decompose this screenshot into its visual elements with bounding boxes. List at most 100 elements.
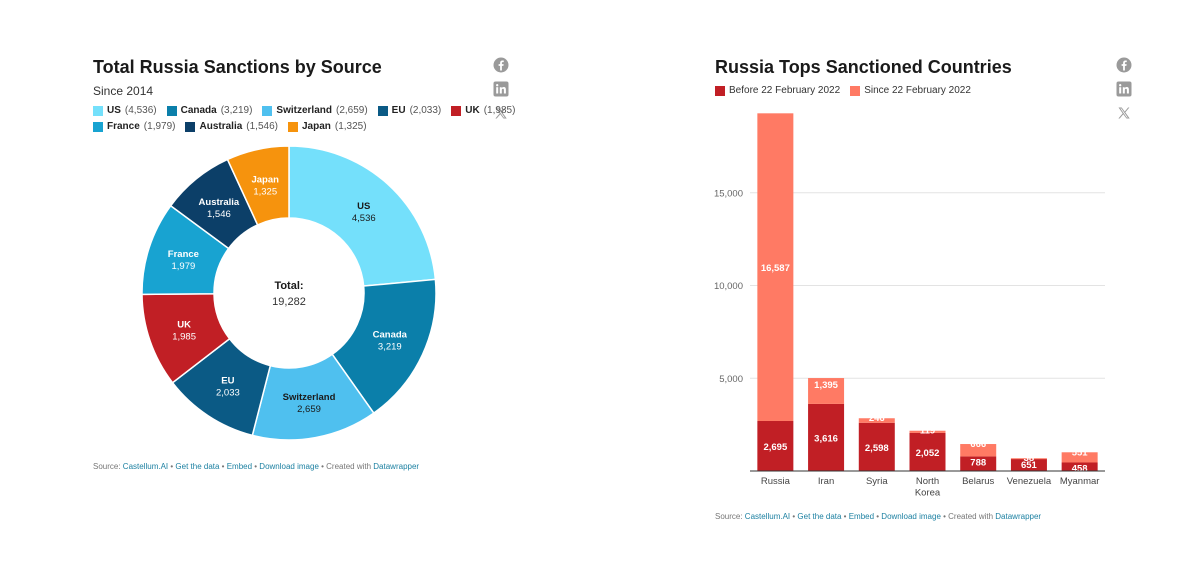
x-icon[interactable]	[493, 105, 509, 121]
x-category-label: Belarus	[962, 476, 994, 487]
slice-label: US	[357, 201, 370, 212]
donut-legend-row: US (4,536) Canada (3,219) Switzerland (2,659)…	[93, 103, 515, 119]
donut-slice-japan[interactable]	[226, 145, 290, 226]
bar-value-label: 666	[970, 439, 986, 450]
slice-value: 1,979	[171, 261, 195, 272]
bar-segment-syria-since[interactable]	[858, 418, 895, 423]
legend-label: Since 22 February 2022	[864, 85, 971, 96]
slice-label: UK	[177, 319, 191, 330]
legend-value: (4,536)	[124, 105, 157, 116]
bar-segment-belarus-before[interactable]	[960, 456, 997, 471]
legend-swatch	[93, 122, 103, 132]
legend-item-australia: Australia (1,546)	[185, 119, 278, 135]
bar-segment-myanmar-since[interactable]	[1061, 452, 1098, 463]
slice-label: Japan	[251, 175, 279, 186]
slice-value: 2,033	[216, 388, 240, 399]
legend-swatch	[262, 106, 273, 116]
bar-value-label: 788	[970, 457, 986, 468]
bar-legend: Before 22 February 2022 Since 22 February…	[715, 83, 971, 99]
legend-swatch	[287, 122, 298, 132]
y-tick-label: 10,000	[714, 281, 743, 292]
donut-slice-us[interactable]	[288, 145, 437, 287]
embed-link[interactable]: Embed	[226, 462, 253, 471]
slice-value: 4,536	[352, 213, 376, 224]
facebook-icon[interactable]	[1116, 57, 1132, 73]
bar-value-label: 1,395	[814, 380, 838, 391]
legend-item-before-22-february-2022: Before 22 February 2022	[715, 83, 840, 99]
legend-item-uk: UK (1,985)	[451, 103, 515, 119]
linkedin-icon[interactable]	[493, 81, 509, 97]
bar-segment-myanmar-before[interactable]	[1061, 462, 1098, 471]
x-category-label: Russia	[761, 476, 791, 487]
legend-item-canada: Canada (3,219)	[166, 103, 252, 119]
legend-swatch	[166, 106, 177, 116]
legend-label: Canada	[180, 105, 217, 116]
slice-value: 1,985	[172, 331, 196, 342]
legend-value: (2,033)	[409, 105, 442, 116]
legend-item-switzerland: Switzerland (2,659)	[262, 103, 368, 119]
datawrapper-link[interactable]: Datawrapper	[995, 512, 1042, 521]
download-image-link[interactable]: Download image	[259, 462, 319, 471]
donut-total-value: 19,282	[272, 296, 306, 308]
legend-swatch	[93, 106, 103, 116]
bar-value-label: 651	[1021, 460, 1038, 471]
x-category-label: Syria	[866, 476, 888, 487]
legend-item-us: US (4,536)	[93, 103, 157, 119]
bar-segment-russia-before[interactable]	[757, 421, 794, 471]
bar-segment-syria-before[interactable]	[858, 422, 895, 471]
get-the-data-link[interactable]: Get the data	[175, 462, 220, 471]
facebook-icon[interactable]	[493, 57, 509, 73]
source-prefix: Source:	[715, 512, 745, 521]
source-link[interactable]: Castellum.AI	[122, 462, 169, 471]
source-prefix: Source:	[93, 462, 123, 471]
legend-value: (1,985)	[483, 105, 516, 116]
bar-value-label: 119	[920, 426, 935, 437]
bar-segment-belarus-since[interactable]	[960, 444, 997, 457]
bar-segment-venezuela-since[interactable]	[1010, 458, 1047, 460]
share-buttons	[1116, 57, 1134, 121]
legend-value: (1,325)	[334, 121, 367, 132]
legend-label: Switzerland	[276, 105, 332, 116]
legend-value: (1,979)	[143, 121, 176, 132]
datawrapper-link[interactable]: Datawrapper	[373, 462, 420, 471]
download-image-link[interactable]: Download image	[881, 512, 941, 521]
x-icon[interactable]	[1116, 105, 1132, 121]
bar-segment-russia-since[interactable]	[757, 113, 794, 422]
created-with-text: Created with	[948, 512, 996, 521]
x-category-label: Iran	[818, 476, 834, 487]
bar-value-label: 3,616	[814, 433, 838, 444]
created-with-text: Created with	[326, 462, 374, 471]
bar-segment-iran-before[interactable]	[808, 403, 845, 471]
bar-segment-iran-since[interactable]	[808, 378, 845, 404]
legend-label: UK	[465, 105, 480, 116]
bar-segment-venezuela-before[interactable]	[1010, 458, 1047, 471]
x-category-label: Myanmar	[1060, 476, 1100, 487]
bar-chart-panel: Russia Tops Sanctioned Countries Before …	[600, 0, 1200, 578]
source-note: Source: Castellum.AI • Get the data • Em…	[715, 512, 1042, 521]
y-tick-label: 15,000	[714, 188, 743, 199]
legend-value: (2,659)	[335, 105, 368, 116]
bar-segment-north-korea-since[interactable]	[909, 430, 946, 433]
legend-label: France	[107, 121, 140, 132]
linkedin-icon[interactable]	[1116, 81, 1132, 97]
bar-segment-north-korea-before[interactable]	[909, 432, 946, 471]
bar-chart-title: Russia Tops Sanctioned Countries	[715, 57, 1012, 77]
get-the-data-link[interactable]: Get the data	[797, 512, 842, 521]
slice-label: EU	[221, 376, 234, 387]
source-link[interactable]: Castellum.AI	[744, 512, 791, 521]
embed-link[interactable]: Embed	[848, 512, 875, 521]
donut-total-label: Total:	[274, 280, 303, 292]
legend-swatch	[850, 86, 861, 96]
slice-value: 3,219	[378, 341, 402, 352]
legend-label: Before 22 February 2022	[729, 85, 841, 96]
legend-item-since-22-february-2022: Since 22 February 2022	[850, 83, 971, 99]
legend-swatch	[185, 122, 196, 132]
slice-value: 1,546	[207, 209, 231, 220]
donut-legend: US (4,536) Canada (3,219) Switzerland (2,659)…	[93, 103, 515, 135]
slice-label: Canada	[373, 329, 408, 340]
slice-value: 2,659	[297, 404, 321, 415]
legend-label: Japan	[301, 121, 331, 132]
x-category-label: North Korea	[915, 476, 941, 499]
donut-slice-canada[interactable]	[331, 278, 437, 415]
